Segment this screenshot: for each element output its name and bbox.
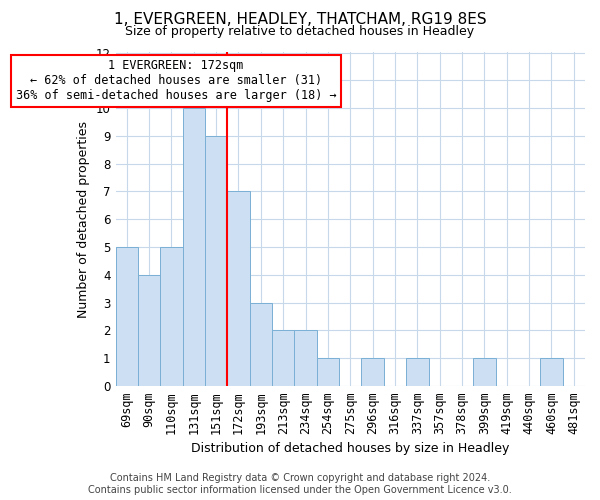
Text: 1, EVERGREEN, HEADLEY, THATCHAM, RG19 8ES: 1, EVERGREEN, HEADLEY, THATCHAM, RG19 8E… [113, 12, 487, 28]
Bar [295, 330, 317, 386]
Bar [182, 108, 205, 386]
Y-axis label: Number of detached properties: Number of detached properties [77, 121, 90, 318]
Bar [138, 275, 160, 386]
Bar [272, 330, 295, 386]
Text: Size of property relative to detached houses in Headley: Size of property relative to detached ho… [125, 25, 475, 38]
Bar [205, 136, 227, 386]
Bar [406, 358, 428, 386]
Text: 1 EVERGREEN: 172sqm
← 62% of detached houses are smaller (31)
36% of semi-detach: 1 EVERGREEN: 172sqm ← 62% of detached ho… [16, 60, 336, 102]
Bar [361, 358, 384, 386]
Bar [473, 358, 496, 386]
X-axis label: Distribution of detached houses by size in Headley: Distribution of detached houses by size … [191, 442, 509, 455]
Bar [227, 192, 250, 386]
Text: Contains HM Land Registry data © Crown copyright and database right 2024.
Contai: Contains HM Land Registry data © Crown c… [88, 474, 512, 495]
Bar [160, 247, 182, 386]
Bar [116, 247, 138, 386]
Bar [540, 358, 563, 386]
Bar [317, 358, 339, 386]
Bar [250, 302, 272, 386]
